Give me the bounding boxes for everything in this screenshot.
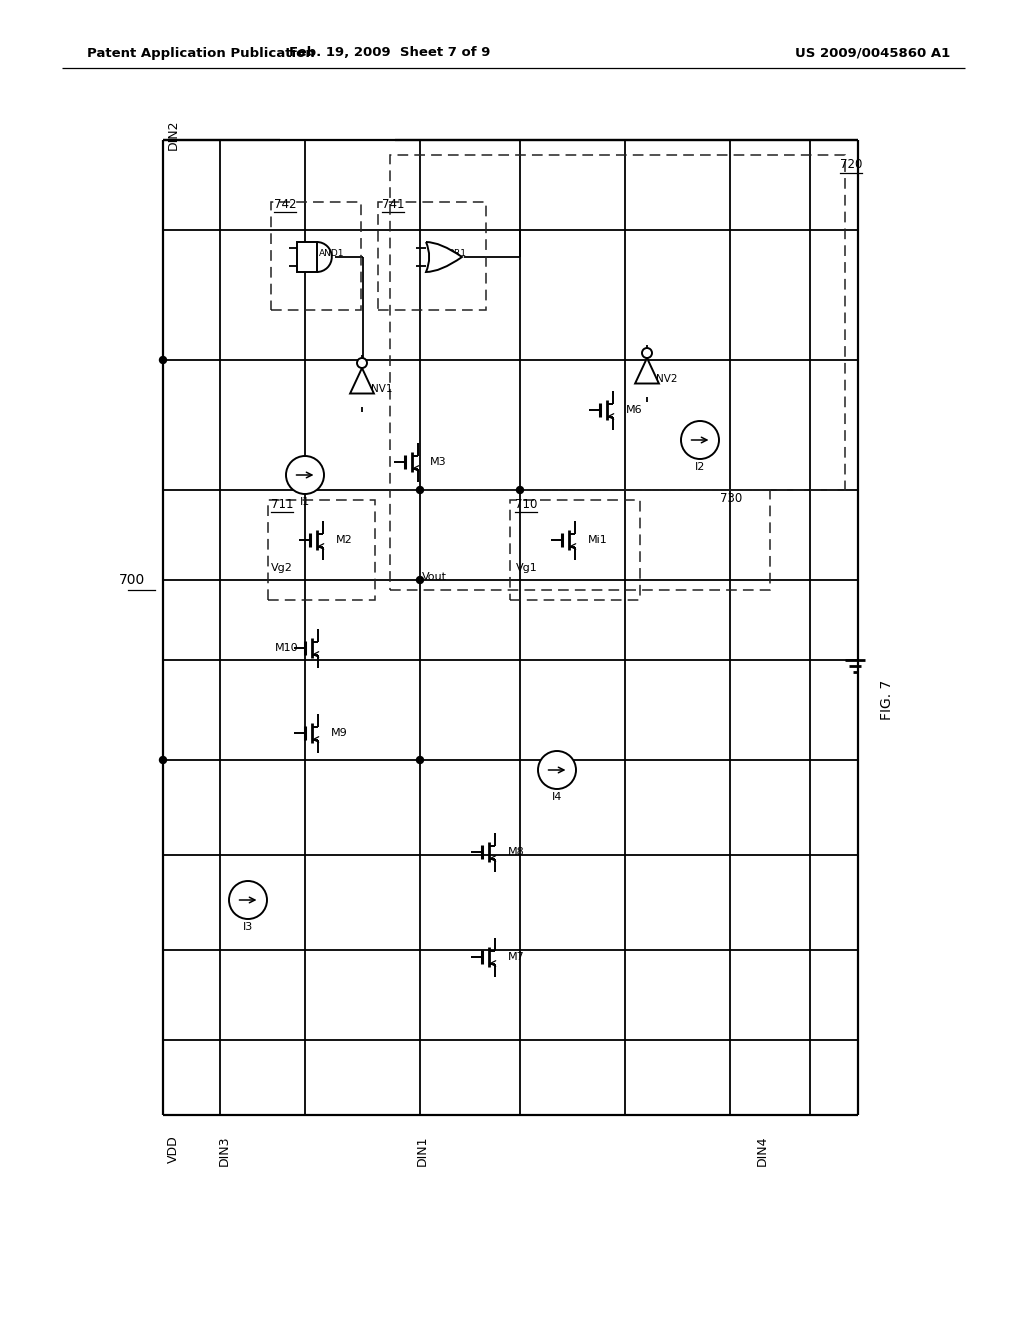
Text: 700: 700	[119, 573, 145, 587]
Text: M9: M9	[331, 729, 348, 738]
Circle shape	[681, 421, 719, 459]
Circle shape	[286, 455, 324, 494]
Text: 720: 720	[840, 158, 862, 172]
Text: AND1: AND1	[319, 248, 344, 257]
Text: Vg2: Vg2	[271, 564, 293, 573]
Text: 710: 710	[515, 498, 538, 511]
Text: Patent Application Publication: Patent Application Publication	[87, 46, 314, 59]
Text: 730: 730	[720, 491, 742, 504]
Text: 741: 741	[382, 198, 404, 210]
Text: INV2: INV2	[653, 374, 678, 384]
Bar	[510, 500, 640, 601]
Text: I3: I3	[243, 921, 253, 932]
Bar	[390, 154, 845, 490]
Text: VDD: VDD	[167, 1135, 180, 1163]
Text: I2: I2	[695, 462, 706, 473]
Text: DIN2: DIN2	[167, 120, 180, 150]
Text: M6: M6	[626, 405, 643, 414]
Bar	[297, 242, 316, 272]
PathPatch shape	[426, 242, 462, 272]
Text: OR1: OR1	[449, 248, 467, 257]
Circle shape	[160, 356, 167, 363]
Text: I1: I1	[300, 498, 310, 507]
Bar	[268, 500, 375, 601]
Text: M7: M7	[508, 952, 524, 962]
Text: DIN1: DIN1	[416, 1135, 429, 1166]
Text: DIN3: DIN3	[218, 1135, 231, 1166]
Polygon shape	[350, 368, 374, 393]
Circle shape	[642, 348, 652, 358]
Text: M10: M10	[274, 643, 298, 653]
Text: Feb. 19, 2009  Sheet 7 of 9: Feb. 19, 2009 Sheet 7 of 9	[290, 46, 490, 59]
Text: Vout: Vout	[422, 572, 447, 582]
Bar	[271, 202, 361, 310]
Circle shape	[417, 577, 424, 583]
Bar	[390, 490, 770, 590]
Text: M8: M8	[508, 847, 524, 857]
Circle shape	[160, 756, 167, 763]
Text: 742: 742	[274, 198, 297, 210]
Circle shape	[417, 487, 424, 494]
Circle shape	[229, 880, 267, 919]
Text: INV1: INV1	[368, 384, 392, 393]
Polygon shape	[635, 358, 658, 384]
Text: Mi1: Mi1	[588, 535, 608, 545]
Text: FIG. 7: FIG. 7	[880, 680, 894, 721]
Text: Vg1: Vg1	[516, 564, 538, 573]
Circle shape	[417, 756, 424, 763]
Text: 711: 711	[271, 498, 294, 511]
Circle shape	[357, 358, 367, 368]
Text: M3: M3	[430, 457, 446, 467]
Circle shape	[516, 487, 523, 494]
Text: I4: I4	[552, 792, 562, 803]
Text: M2: M2	[336, 535, 352, 545]
Circle shape	[538, 751, 575, 789]
Text: US 2009/0045860 A1: US 2009/0045860 A1	[795, 46, 950, 59]
Bar	[378, 202, 486, 310]
Text: DIN4: DIN4	[756, 1135, 769, 1166]
